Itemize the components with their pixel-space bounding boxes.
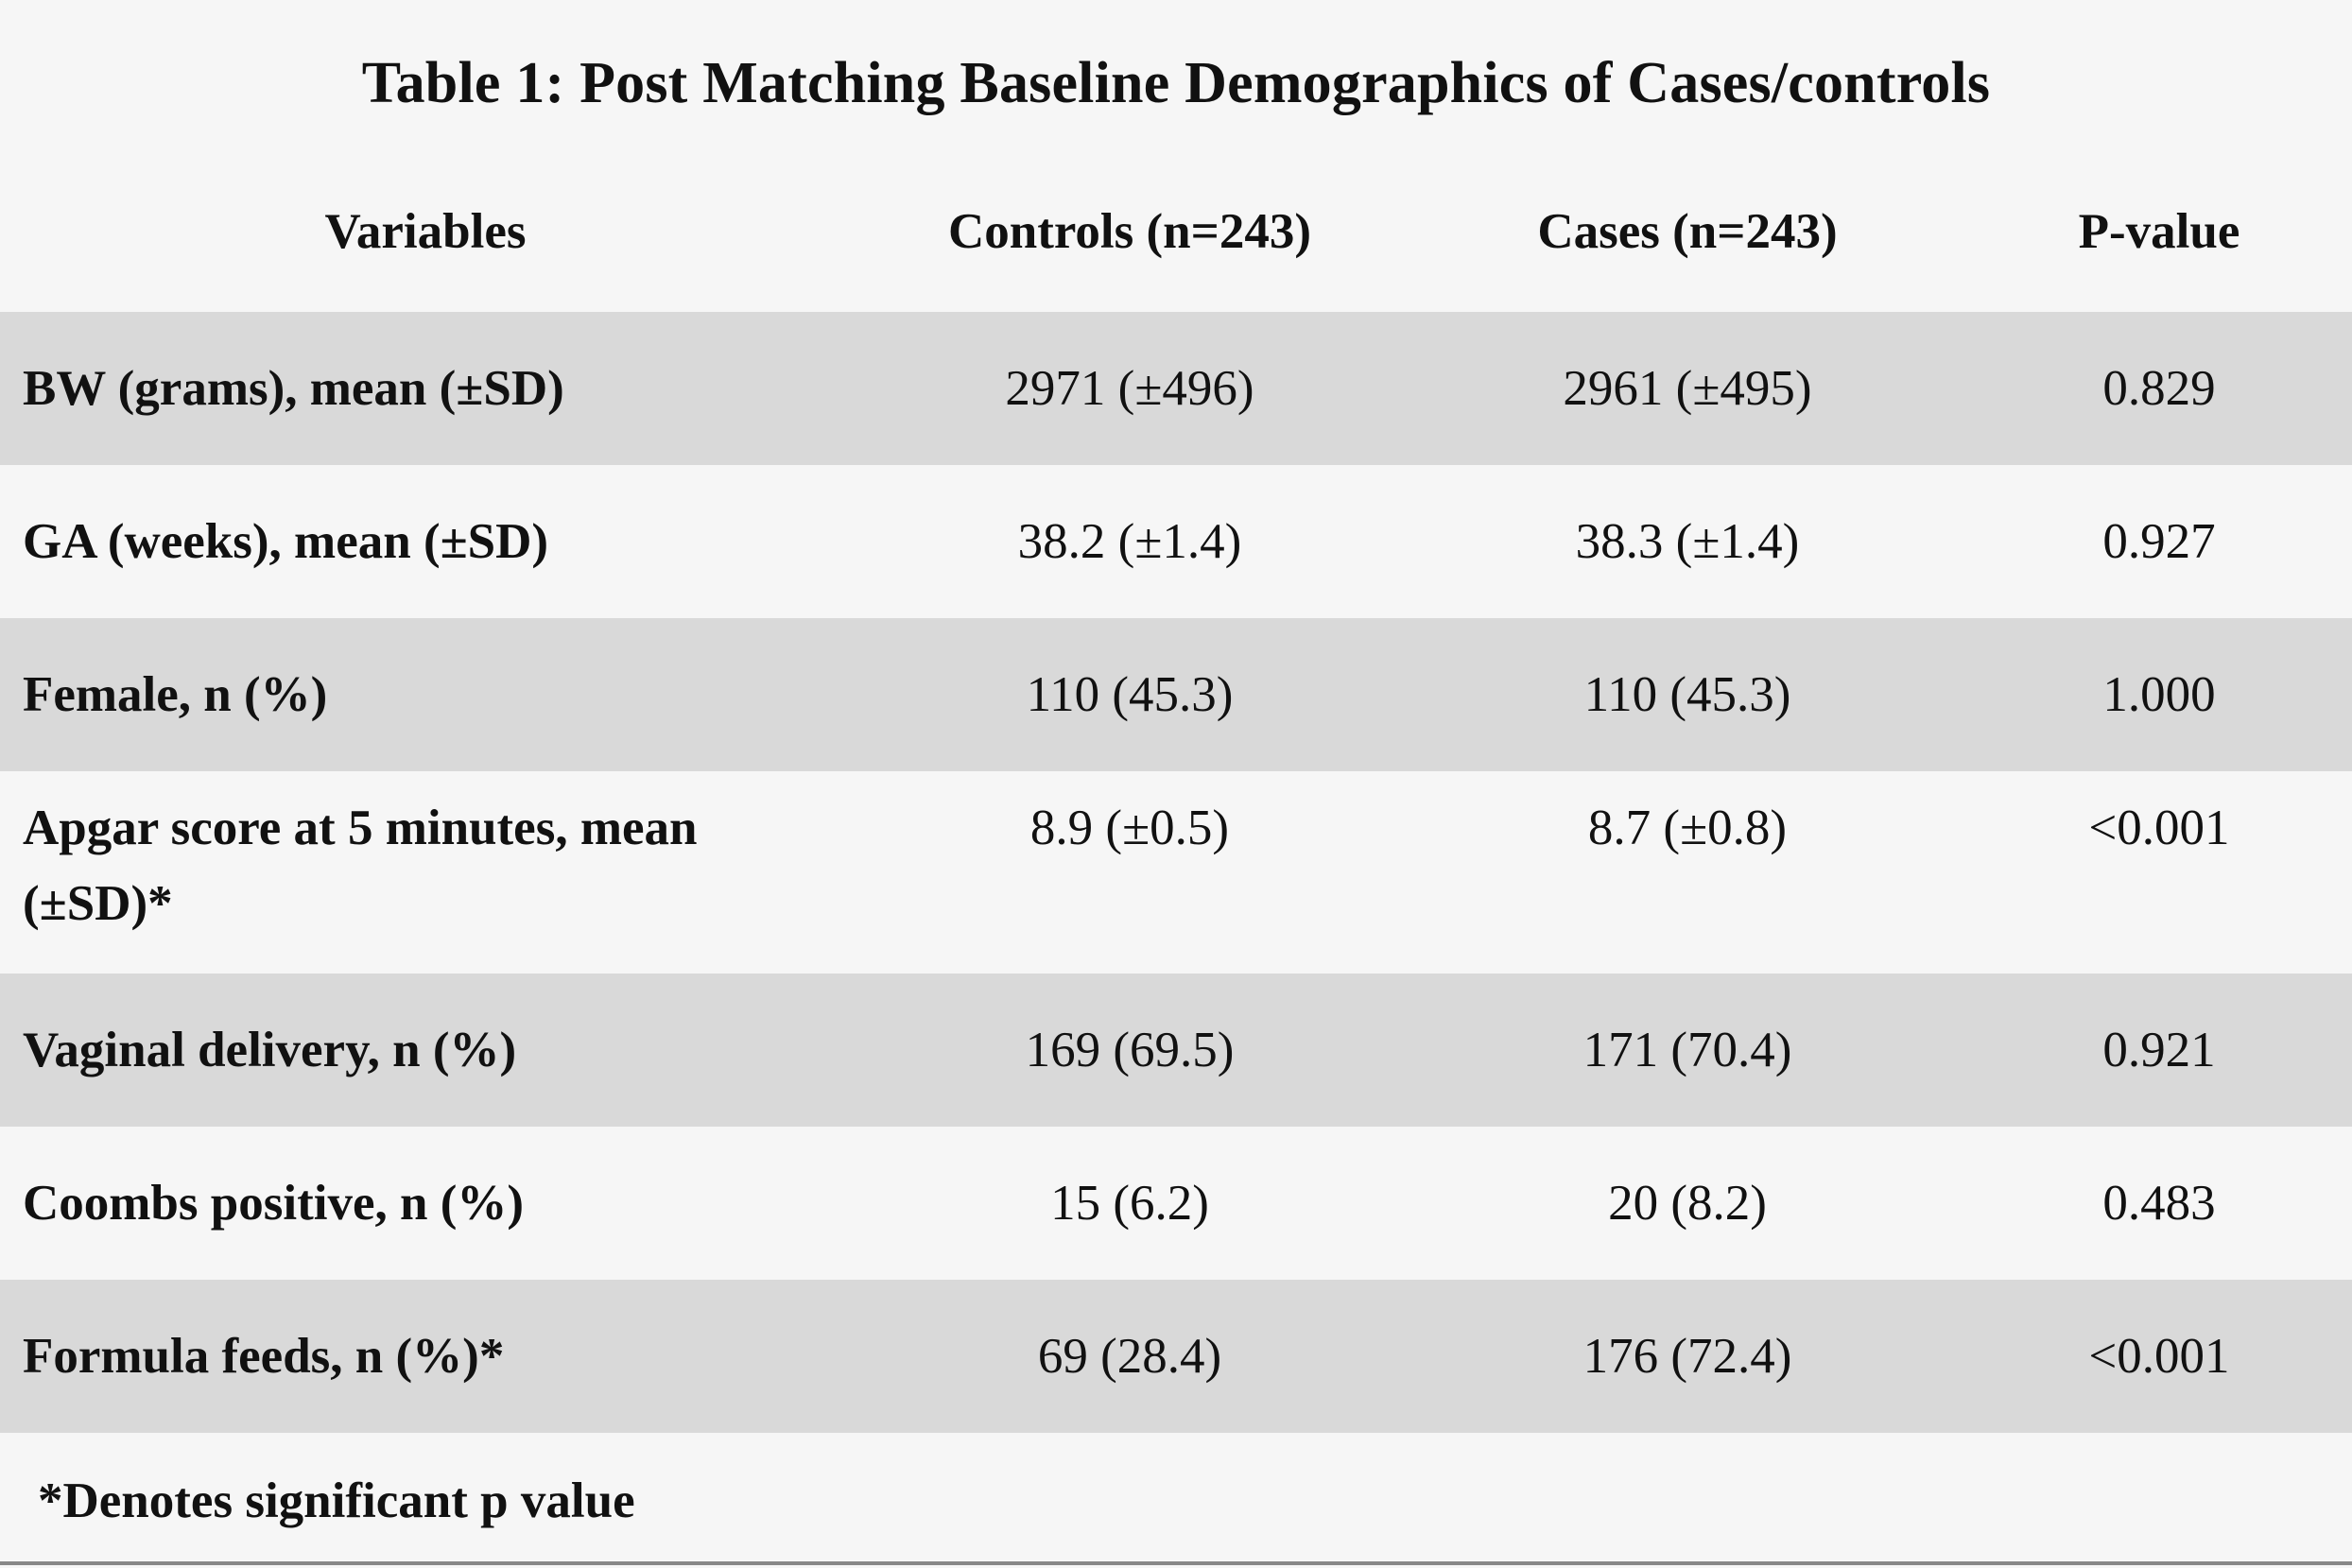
header-variables: Variables <box>324 204 527 259</box>
table-row: BW (grams), mean (±SD) 2971 (±496) 2961 … <box>0 312 2352 465</box>
cases-cell: 2961 (±495) <box>1409 312 1966 465</box>
cases-cell: 176 (72.4) <box>1409 1280 1966 1433</box>
variable-cell: GA (weeks), mean (±SD) <box>23 514 549 569</box>
p-value-cell: 0.829 <box>1966 312 2352 465</box>
p-value-cell: 0.927 <box>2102 514 2216 569</box>
variable-cell: Female, n (%) <box>0 618 851 771</box>
p-value-cell: <0.001 <box>2088 801 2230 855</box>
p-value-cell: 0.483 <box>2102 1176 2216 1231</box>
cases-cell: 8.7 (±0.8) <box>1587 801 1788 855</box>
controls-cell: 69 (28.4) <box>851 1280 1409 1433</box>
variable-cell: Coombs positive, n (%) <box>23 1176 525 1231</box>
cases-cell: 171 (70.4) <box>1409 974 1966 1127</box>
controls-cell: 169 (69.5) <box>851 974 1409 1127</box>
cases-cell: 38.3 (±1.4) <box>1575 514 1800 569</box>
controls-cell: 110 (45.3) <box>851 618 1409 771</box>
cases-cell: 110 (45.3) <box>1409 618 1966 771</box>
table-row: GA (weeks), mean (±SD) 38.2 (±1.4) 38.3 … <box>0 465 2352 618</box>
table-row: Vaginal delivery, n (%) 169 (69.5) 171 (… <box>0 974 2352 1127</box>
footnote: *Denotes significant p value <box>38 1473 635 1528</box>
header-cases: Cases (n=243) <box>1537 204 1838 259</box>
table-header-row: Variables Controls (n=243) Cases (n=243)… <box>0 151 2352 312</box>
controls-cell: 2971 (±496) <box>851 312 1409 465</box>
controls-cell: 38.2 (±1.4) <box>1017 514 1242 569</box>
table-row: Coombs positive, n (%) 15 (6.2) 20 (8.2)… <box>0 1127 2352 1280</box>
variable-cell: Formula feeds, n (%)* <box>0 1280 851 1433</box>
table-title: Table 1: Post Matching Baseline Demograp… <box>361 51 1991 115</box>
variable-cell: Vaginal delivery, n (%) <box>0 974 851 1127</box>
header-p-value: P-value <box>2078 204 2240 259</box>
table-row: Formula feeds, n (%)* 69 (28.4) 176 (72.… <box>0 1280 2352 1433</box>
p-value-cell: 0.921 <box>1966 974 2352 1127</box>
demographics-table: Variables Controls (n=243) Cases (n=243)… <box>0 151 2352 1433</box>
controls-cell: 8.9 (±0.5) <box>1029 801 1230 855</box>
table-row: Female, n (%) 110 (45.3) 110 (45.3) 1.00… <box>0 618 2352 771</box>
table-row: Apgar score at 5 minutes, mean (±SD)* 8.… <box>0 771 2352 974</box>
variable-cell: BW (grams), mean (±SD) <box>0 312 851 465</box>
p-value-cell: <0.001 <box>1966 1280 2352 1433</box>
bottom-rule <box>0 1561 2352 1565</box>
controls-cell: 15 (6.2) <box>1050 1176 1209 1231</box>
variable-cell: Apgar score at 5 minutes, mean (±SD)* <box>23 801 698 931</box>
p-value-cell: 1.000 <box>1966 618 2352 771</box>
header-controls: Controls (n=243) <box>947 204 1312 259</box>
cases-cell: 20 (8.2) <box>1608 1176 1767 1231</box>
